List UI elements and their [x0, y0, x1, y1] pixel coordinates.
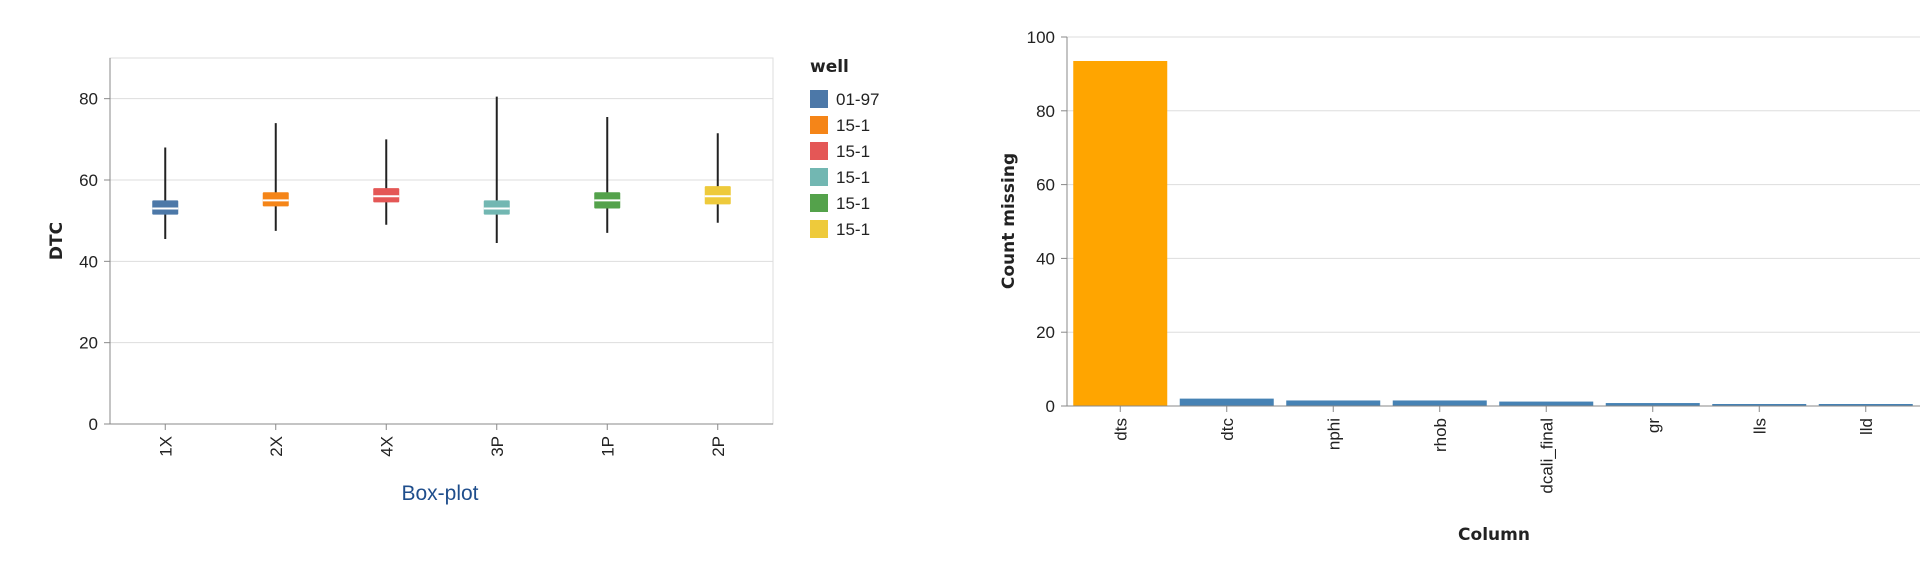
- bar-chart-y-ticks: 0 20 40 60 80 100: [1027, 28, 1067, 416]
- boxplot-x-tick-label: 4X: [377, 436, 396, 457]
- legend-label: 15-1: [836, 168, 870, 187]
- bar: [1286, 400, 1381, 406]
- boxplot-plot-frame: [109, 57, 774, 425]
- bar-chart-x-tick-label: nphi: [1324, 418, 1343, 450]
- legend-swatch: [810, 168, 828, 186]
- bar-chart-y-tick-label: 100: [1027, 28, 1055, 47]
- bar: [1818, 404, 1913, 406]
- bar: [1073, 60, 1168, 407]
- boxplot-y-tick-label: 80: [79, 90, 98, 109]
- boxplot-x-tick-label: 1X: [156, 436, 175, 457]
- legend-swatch: [810, 220, 828, 238]
- boxplot-y-tick-label: 20: [79, 334, 98, 353]
- boxplot-x-ticks: 1X 2X 4X 3P 1P 2P: [156, 424, 728, 457]
- bar-chart-x-tick-label: dtc: [1218, 418, 1237, 441]
- boxplot-y-tick-label: 60: [79, 171, 98, 190]
- bar-chart-x-tick-label: gr: [1644, 418, 1663, 433]
- legend-swatch: [810, 142, 828, 160]
- legend-title: well: [810, 57, 849, 77]
- bar: [1605, 403, 1700, 406]
- legend-label: 15-1: [836, 194, 870, 213]
- boxplot-chart: 0 20 40 60 80 1X 2X 4X 3P 1P 2P DTC Box-plot well…: [47, 57, 879, 505]
- boxplot-y-tick-label: 40: [79, 252, 98, 271]
- bar-chart-x-tick-label: lls: [1750, 418, 1769, 434]
- boxplot-y-axis-title: DTC: [47, 222, 67, 260]
- boxplot-box: [262, 192, 289, 207]
- legend-label: 15-1: [836, 116, 870, 135]
- bar-chart-x-axis-title: Column: [1458, 525, 1530, 545]
- boxplot-x-tick-label: 2X: [267, 436, 286, 457]
- bar-chart: 0 20 40 60 80 100 dts dtc nphi rhob dcali_final gr…: [999, 28, 1920, 545]
- bar-chart-x-tick-label: lld: [1857, 418, 1876, 435]
- bar-chart-x-tick-label: dts: [1111, 418, 1130, 441]
- boxplot-box: [483, 200, 510, 215]
- bar-chart-y-tick-label: 40: [1036, 249, 1055, 268]
- boxplot-box: [704, 186, 731, 205]
- legend-label: 01-97: [836, 90, 879, 109]
- boxplot-box: [152, 200, 179, 215]
- bar-chart-y-axis-title: Count missing: [999, 153, 1019, 289]
- bar-chart-x-tick-label: dcali_final: [1537, 418, 1556, 494]
- legend-swatch: [810, 194, 828, 212]
- legend-label: 15-1: [836, 142, 870, 161]
- bar-chart-x-tick-label: rhob: [1431, 418, 1450, 452]
- bar-chart-y-tick-label: 60: [1036, 176, 1055, 195]
- bar-chart-x-ticks: dts dtc nphi rhob dcali_final gr lls lld: [1111, 406, 1876, 494]
- boxplot-x-tick-label: 3P: [488, 436, 507, 457]
- boxplot-box: [373, 188, 400, 203]
- legend-swatch: [810, 90, 828, 108]
- boxplot-x-tick-label: 2P: [709, 436, 728, 457]
- legend-label: 15-1: [836, 220, 870, 239]
- bar: [1712, 404, 1807, 406]
- legend-swatch: [810, 116, 828, 134]
- boxplot-boxes: [152, 96, 731, 244]
- bar-chart-y-tick-label: 0: [1046, 397, 1055, 416]
- bar-chart-y-tick-label: 80: [1036, 102, 1055, 121]
- boxplot-gridlines: [110, 98, 773, 344]
- bar-chart-gridlines: [1067, 36, 1920, 333]
- bar: [1179, 398, 1274, 406]
- boxplot-y-tick-label: 0: [89, 415, 98, 434]
- bar-chart-bars: [1073, 60, 1913, 407]
- bar: [1499, 401, 1594, 406]
- boxplot-caption: Box-plot: [401, 482, 478, 505]
- boxplot-y-ticks: 0 20 40 60 80: [79, 90, 110, 434]
- boxplot-x-tick-label: 1P: [598, 436, 617, 457]
- bar-chart-y-tick-label: 20: [1036, 323, 1055, 342]
- bar: [1392, 400, 1487, 406]
- boxplot-legend: well 01-97 15-1 15-1 15-1 15-1 15-1: [810, 57, 879, 239]
